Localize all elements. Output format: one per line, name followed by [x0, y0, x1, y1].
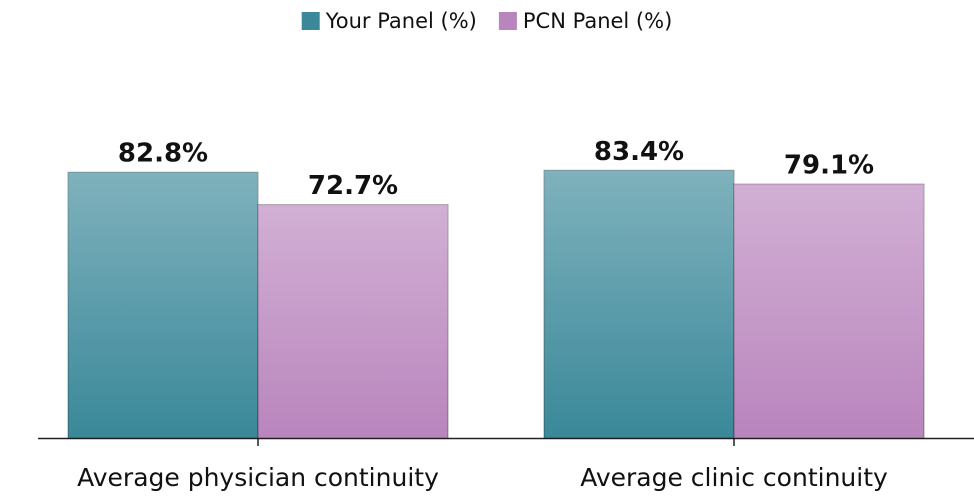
bar-shine	[544, 170, 734, 438]
value-label: 82.8%	[118, 139, 208, 169]
bar-shine	[68, 172, 258, 438]
value-label: 83.4%	[594, 137, 684, 167]
bar-shine	[734, 184, 924, 438]
bar-shine	[258, 204, 448, 438]
x-tick-label: Average physician continuity	[77, 463, 439, 492]
value-label: 79.1%	[784, 151, 874, 181]
legend-swatch	[498, 12, 517, 30]
legend-label: PCN Panel (%)	[523, 9, 672, 33]
legend-swatch	[301, 12, 320, 30]
legend-label: Your Panel (%)	[325, 9, 477, 33]
value-label: 72.7%	[308, 171, 398, 201]
x-tick-label: Average clinic continuity	[580, 463, 888, 492]
